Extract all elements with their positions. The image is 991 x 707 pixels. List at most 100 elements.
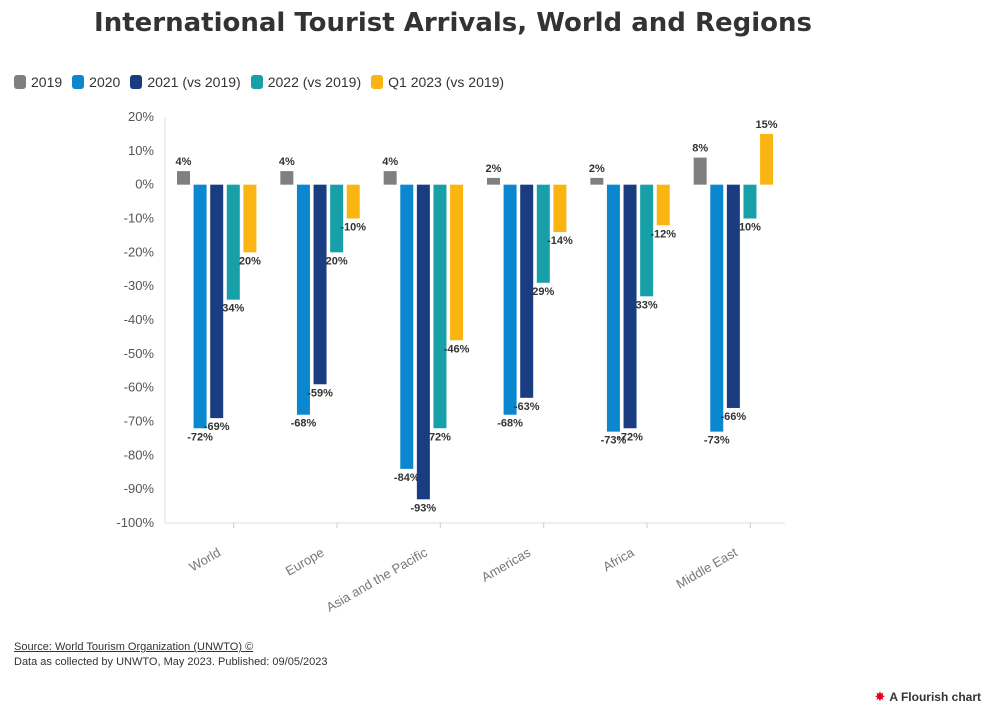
bar xyxy=(553,184,567,233)
data-label: -14% xyxy=(547,235,573,247)
bar xyxy=(520,184,534,398)
bar xyxy=(330,184,344,253)
legend-item-2021[interactable]: 2021 (vs 2019) xyxy=(130,74,241,90)
footer: Source: World Tourism Organization (UNWT… xyxy=(14,640,327,670)
data-label: 2% xyxy=(486,163,502,175)
legend-swatch xyxy=(250,75,263,89)
data-label: -69% xyxy=(204,421,230,433)
x-category-label: Asia and the Pacific xyxy=(323,544,430,614)
data-label: -68% xyxy=(497,418,523,430)
data-label: -72% xyxy=(187,431,213,443)
bar xyxy=(743,184,757,219)
y-tick-label: -70% xyxy=(124,414,155,429)
data-label: 33% xyxy=(636,299,658,311)
y-tick-label: -50% xyxy=(124,346,155,361)
bar xyxy=(640,184,654,297)
bar xyxy=(487,177,500,185)
data-label: 2% xyxy=(589,163,605,175)
data-label: 72% xyxy=(429,431,451,443)
bar xyxy=(623,184,637,429)
flourish-logo-icon: ✸ xyxy=(874,689,886,704)
bar xyxy=(280,171,294,185)
legend-item-2022[interactable]: 2022 (vs 2019) xyxy=(250,74,361,90)
bar xyxy=(400,184,414,469)
bar xyxy=(296,184,310,415)
x-category-label: World xyxy=(186,545,223,575)
legend-swatch xyxy=(14,75,26,89)
bar xyxy=(590,177,604,185)
bar xyxy=(536,184,550,283)
y-tick-label: -40% xyxy=(124,312,155,327)
bar xyxy=(503,184,517,415)
bar xyxy=(193,184,207,429)
y-tick-label: 0% xyxy=(135,177,154,192)
bar xyxy=(346,184,360,219)
y-tick-label: 10% xyxy=(128,143,154,158)
x-category-label: Middle East xyxy=(674,544,741,591)
y-tick-label: 20% xyxy=(128,109,154,124)
x-category-label: Europe xyxy=(283,545,327,579)
data-label: -73% xyxy=(601,435,627,447)
data-label: -84% xyxy=(394,472,420,484)
data-label: -93% xyxy=(411,502,437,514)
y-tick-label: -80% xyxy=(124,447,155,462)
legend-item-2019[interactable]: 2019 xyxy=(14,74,62,90)
legend-item-2020[interactable]: 2020 xyxy=(72,74,120,90)
data-label: -63% xyxy=(514,401,540,413)
bar xyxy=(243,184,257,253)
data-label: -66% xyxy=(721,411,747,423)
data-label: 20% xyxy=(239,255,261,267)
data-label: -68% xyxy=(291,418,317,430)
legend: 2019 2020 2021 (vs 2019) 2022 (vs 2019) … xyxy=(14,74,514,90)
bar xyxy=(656,184,670,226)
legend-label: 2021 (vs 2019) xyxy=(147,74,241,90)
legend-label: 2020 xyxy=(89,74,121,90)
legend-label: Q1 2023 (vs 2019) xyxy=(388,74,505,90)
data-label: -72% xyxy=(617,431,643,443)
source-link[interactable]: Source: World Tourism Organization (UNWT… xyxy=(14,641,254,653)
bar xyxy=(313,184,327,385)
data-label: 4% xyxy=(279,156,295,168)
data-label: -46% xyxy=(444,343,470,355)
bar xyxy=(760,133,774,185)
legend-label: 2019 xyxy=(31,74,63,90)
data-label: 8% xyxy=(692,143,708,155)
x-category-label: Africa xyxy=(600,544,637,574)
flourish-label: A Flourish chart xyxy=(889,690,981,704)
legend-item-q1-2023[interactable]: Q1 2023 (vs 2019) xyxy=(371,74,504,90)
data-label: 34% xyxy=(222,303,244,315)
bar xyxy=(177,171,190,185)
y-tick-label: -20% xyxy=(124,244,155,259)
data-note: Data as collected by UNWTO, May 2023. Pu… xyxy=(14,656,328,668)
y-tick-label: -60% xyxy=(124,380,155,395)
bar xyxy=(383,171,397,185)
chart-title: International Tourist Arrivals, World an… xyxy=(94,8,812,38)
bar xyxy=(693,157,707,185)
bar xyxy=(210,184,224,419)
bar xyxy=(606,184,620,432)
y-tick-label: -90% xyxy=(124,481,155,496)
data-label: -73% xyxy=(704,435,730,447)
data-label: -59% xyxy=(307,387,333,399)
data-label: 4% xyxy=(176,156,192,168)
bar xyxy=(450,184,464,341)
data-label: 15% xyxy=(756,119,778,131)
data-label: -10% xyxy=(340,222,366,234)
y-tick-label: -100% xyxy=(116,515,154,530)
bar xyxy=(726,184,740,408)
data-label: 20% xyxy=(326,255,348,267)
bar xyxy=(710,184,724,432)
bar xyxy=(416,184,430,500)
legend-swatch xyxy=(130,75,143,89)
y-tick-label: -30% xyxy=(124,278,155,293)
x-category-label: Americas xyxy=(479,544,534,584)
data-label: -12% xyxy=(650,228,676,240)
bar xyxy=(433,184,447,429)
bar xyxy=(226,184,240,300)
data-label: 29% xyxy=(532,286,554,298)
y-tick-label: -10% xyxy=(124,211,155,226)
flourish-credit[interactable]: ✸ A Flourish chart xyxy=(875,689,981,705)
legend-swatch xyxy=(72,75,85,89)
data-label: 10% xyxy=(739,222,761,234)
